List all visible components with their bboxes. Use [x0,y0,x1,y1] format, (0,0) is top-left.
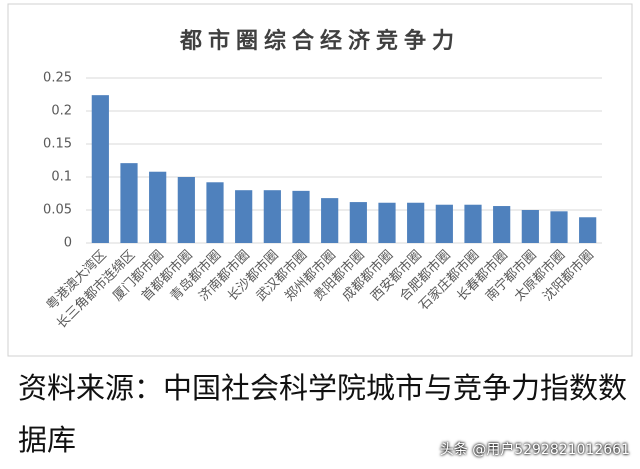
bar [378,202,396,243]
bar [550,211,568,243]
bar [263,190,281,243]
chart: 都市圈综合经济竞争力 00.050.10.150.20.25粤港澳大湾区长三角都… [7,3,633,357]
bar [206,182,224,243]
y-tick-label: 0.1 [51,170,72,185]
bar [149,171,167,243]
watermark: 头条 @用户5292821012661 [439,442,630,458]
bar [349,202,367,243]
y-tick-label: 0.15 [43,137,72,152]
y-tick-label: 0 [64,236,72,251]
bar [493,206,511,243]
bar [177,177,195,243]
source-note: 资料来源：中国社会科学院城市与竞争力指数数据库 [18,371,628,457]
bar [521,210,539,243]
chart-frame [7,3,633,357]
y-tick-label: 0.2 [51,104,72,119]
bar [464,204,482,243]
bar [120,163,138,243]
bar [91,95,109,243]
bar [579,217,597,243]
bar [321,198,339,243]
bar [435,204,453,243]
y-tick-label: 0.25 [43,71,72,86]
y-tick-label: 0.05 [43,203,72,218]
bar [292,190,310,243]
bar [235,190,253,243]
chart-title: 都市圈综合经济竞争力 [179,28,460,54]
bar [407,202,425,243]
